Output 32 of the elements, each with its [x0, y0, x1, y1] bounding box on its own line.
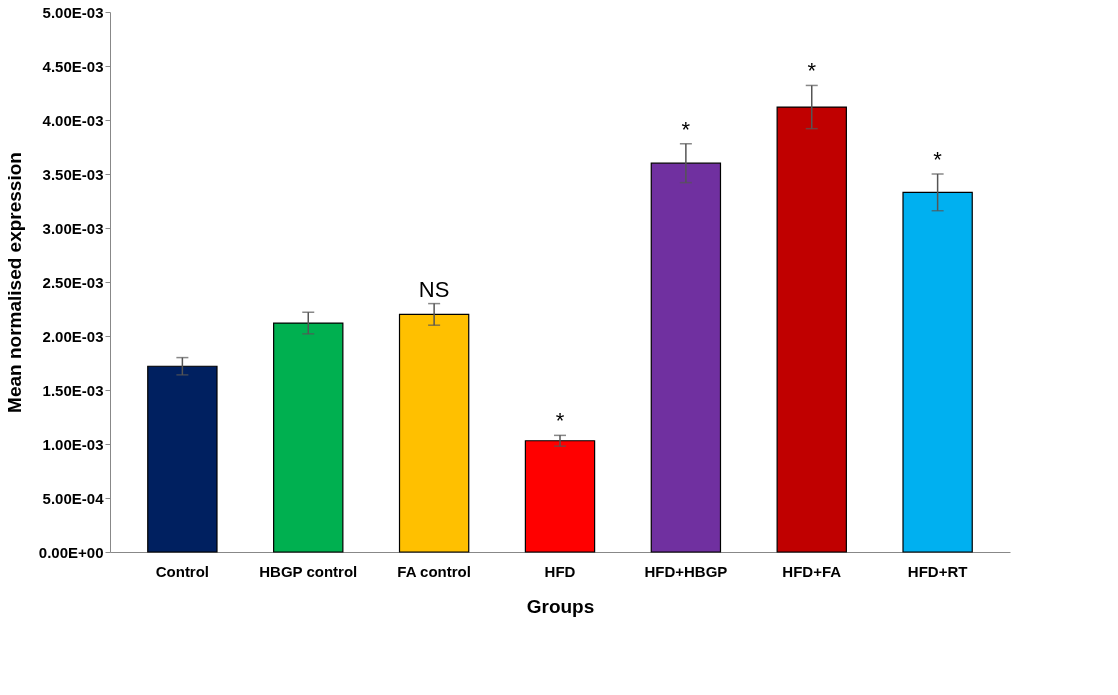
bar: [147, 365, 218, 553]
y-tick-label: 5.00E-03: [42, 3, 104, 21]
y-tick-label: 5.00E-04: [42, 489, 105, 507]
bar: [902, 191, 973, 553]
annotation: *: [555, 408, 565, 434]
y-tick-label: 4.50E-03: [42, 57, 104, 75]
x-tick-label: HFD+HBGP: [644, 562, 728, 580]
bar: [650, 162, 722, 553]
annotation: *: [807, 58, 817, 84]
x-axis-title: Groups: [526, 595, 595, 617]
y-axis-title: Mean normalised expression: [3, 152, 25, 413]
y-tick-label: 1.50E-03: [42, 381, 104, 399]
y-tick-label: 3.00E-03: [42, 219, 104, 237]
x-tick-label: Control: [155, 562, 210, 580]
bar: [524, 440, 596, 553]
x-tick-label: HBGP control: [259, 562, 358, 580]
y-tick-label: 3.50E-03: [42, 165, 104, 183]
y-tick-label: 2.50E-03: [42, 273, 104, 291]
y-tick-label: 1.00E-03: [42, 435, 104, 453]
annotation: NS: [418, 276, 450, 302]
y-tick-label: 4.00E-03: [42, 111, 104, 129]
annotation: *: [933, 147, 943, 172]
x-tick-label: FA control: [397, 562, 471, 580]
bar: [776, 106, 847, 553]
x-tick-label: HFD: [544, 562, 576, 580]
x-tick-label: HFD+FA: [782, 562, 842, 580]
y-tick-label: 0.00E+00: [38, 543, 104, 561]
bar: [398, 313, 470, 553]
annotation: *: [681, 116, 691, 142]
x-tick-label: HFD+RT: [907, 562, 968, 580]
y-tick-label: 2.00E-03: [42, 327, 104, 345]
bar: [273, 322, 344, 553]
